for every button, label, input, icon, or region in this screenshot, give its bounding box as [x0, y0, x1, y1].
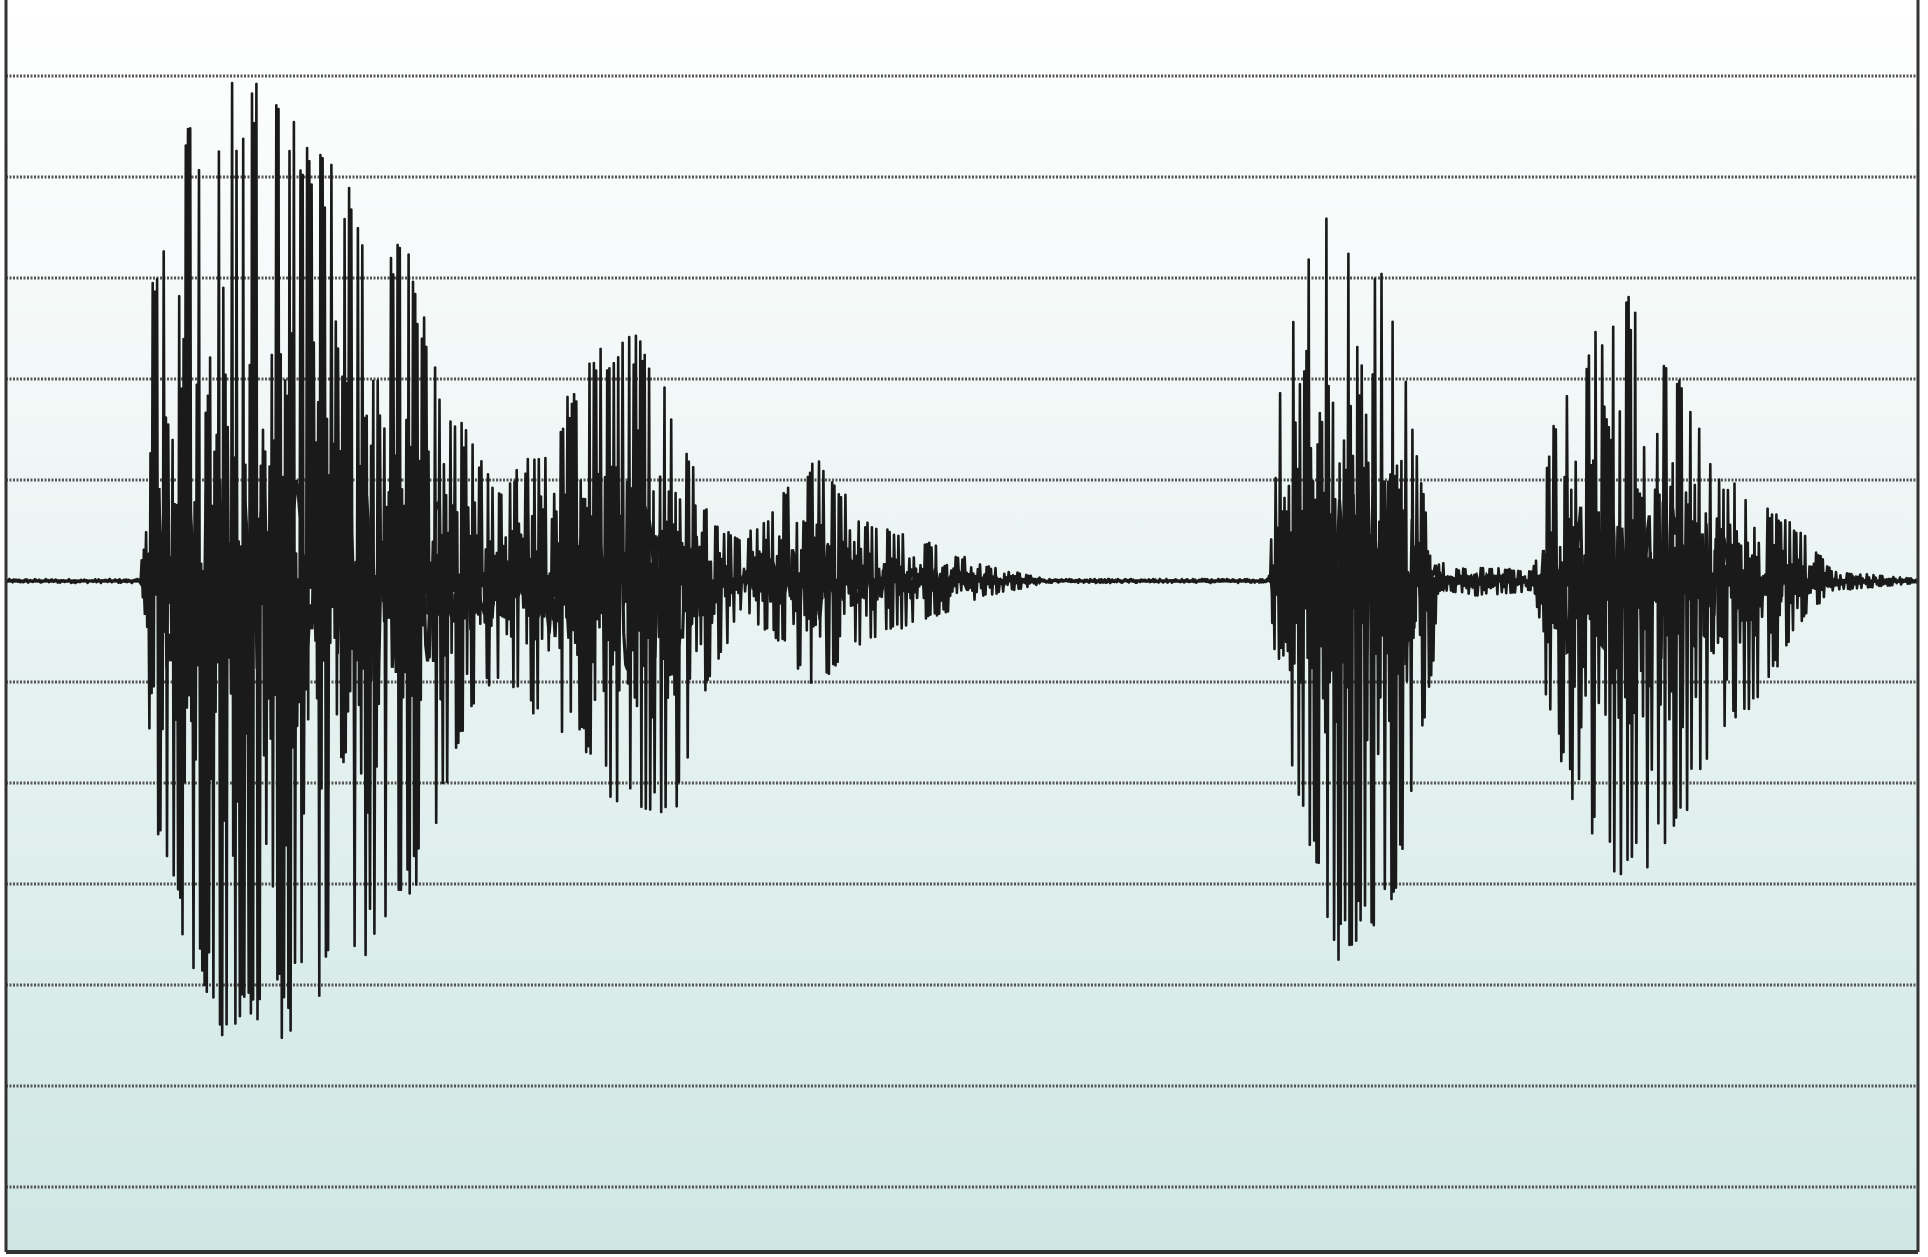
waveform-core	[6, 479, 1919, 682]
waveform-series	[4, 81, 1919, 1039]
